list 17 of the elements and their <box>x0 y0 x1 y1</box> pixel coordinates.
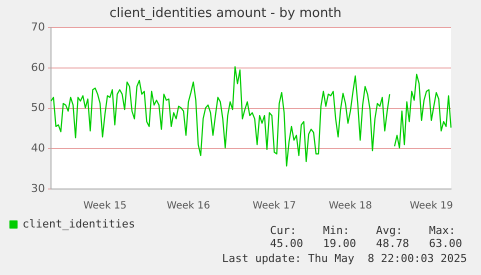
text: Cur: 45.00 <box>270 224 304 250</box>
text: Max: 63.00 <box>429 224 464 250</box>
chart-title: client_identities amount - by month <box>109 6 342 22</box>
text: Last update: Thu May 8 22:00:03 2025 <box>222 252 467 265</box>
x-tick-label: Week 16 <box>166 200 210 212</box>
x-tick-label: Week 15 <box>83 200 127 212</box>
x-tick-label: Week 18 <box>328 200 372 212</box>
x-tick-label: Week 17 <box>252 200 296 212</box>
text: Avg: 48.78 <box>376 224 410 250</box>
y-tick-label: 30 <box>31 182 45 195</box>
legend-label: client_identities <box>22 217 136 230</box>
x-tick-label: Week 19 <box>410 200 454 212</box>
y-tick-label: 50 <box>31 101 45 114</box>
y-tick-label: 70 <box>31 20 45 34</box>
y-tick-label: 40 <box>31 142 45 155</box>
text: Min: 19.00 <box>323 224 358 250</box>
y-tick-label: 60 <box>31 60 45 74</box>
